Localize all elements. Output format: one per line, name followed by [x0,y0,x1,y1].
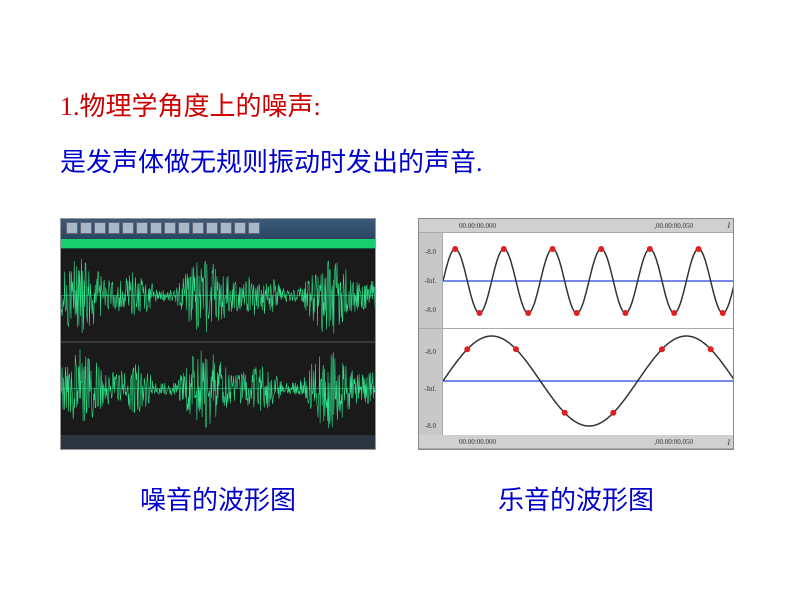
noise-waveform-panel [60,218,376,450]
music-upper-timebar: 00.00:00.000 ,00.00:00.050 [419,219,733,233]
time-label-end: ,00.00:00.050 [654,438,693,446]
images-row: 00.00:00.000 ,00.00:00.050 I -8.0 -Inf. … [60,218,734,450]
subheading: 是发声体做无规则振动时发出的声音. [60,142,483,179]
noise-timeline [61,239,375,249]
noise-toolbar-icons [61,219,375,239]
indicator-lower: I [727,438,730,447]
noise-toolbar [61,219,375,239]
music-lower-plot [443,329,733,449]
y-label: -8.0 [425,248,436,256]
music-upper-sidebar: -8.0 -Inf. -8.0 [419,233,443,328]
music-upper-track: 00.00:00.000 ,00.00:00.050 I -8.0 -Inf. … [419,219,733,329]
y-label: -Inf. [424,277,436,285]
noise-bottom-bar [61,435,375,450]
music-lower-track: -8.0 -Inf. -8.0 00.00:00.000 ,00.00:00.0… [419,329,733,449]
y-label: -8.0 [425,422,436,430]
y-label: -Inf. [424,385,436,393]
noise-caption: 噪音的波形图 [60,480,376,517]
y-label: -8.0 [425,306,436,314]
music-lower-sidebar: -8.0 -Inf. -8.0 [419,329,443,449]
time-label-end: ,00.00:00.050 [654,222,693,230]
heading: 1.物理学角度上的噪声: [60,86,321,123]
captions-row: 噪音的波形图 乐音的波形图 [60,480,734,517]
time-label-start: 00.00:00.000 [459,222,496,230]
music-lower-timebar: 00.00:00.000 ,00.00:00.050 [419,435,733,449]
time-label-start: 00.00:00.000 [459,438,496,446]
music-upper-plot [443,233,733,328]
music-waveform-panel: 00.00:00.000 ,00.00:00.050 I -8.0 -Inf. … [418,218,734,450]
music-caption: 乐音的波形图 [418,480,734,517]
indicator-upper: I [727,221,730,230]
y-label: -8.0 [425,348,436,356]
noise-waveform-area [61,249,375,435]
